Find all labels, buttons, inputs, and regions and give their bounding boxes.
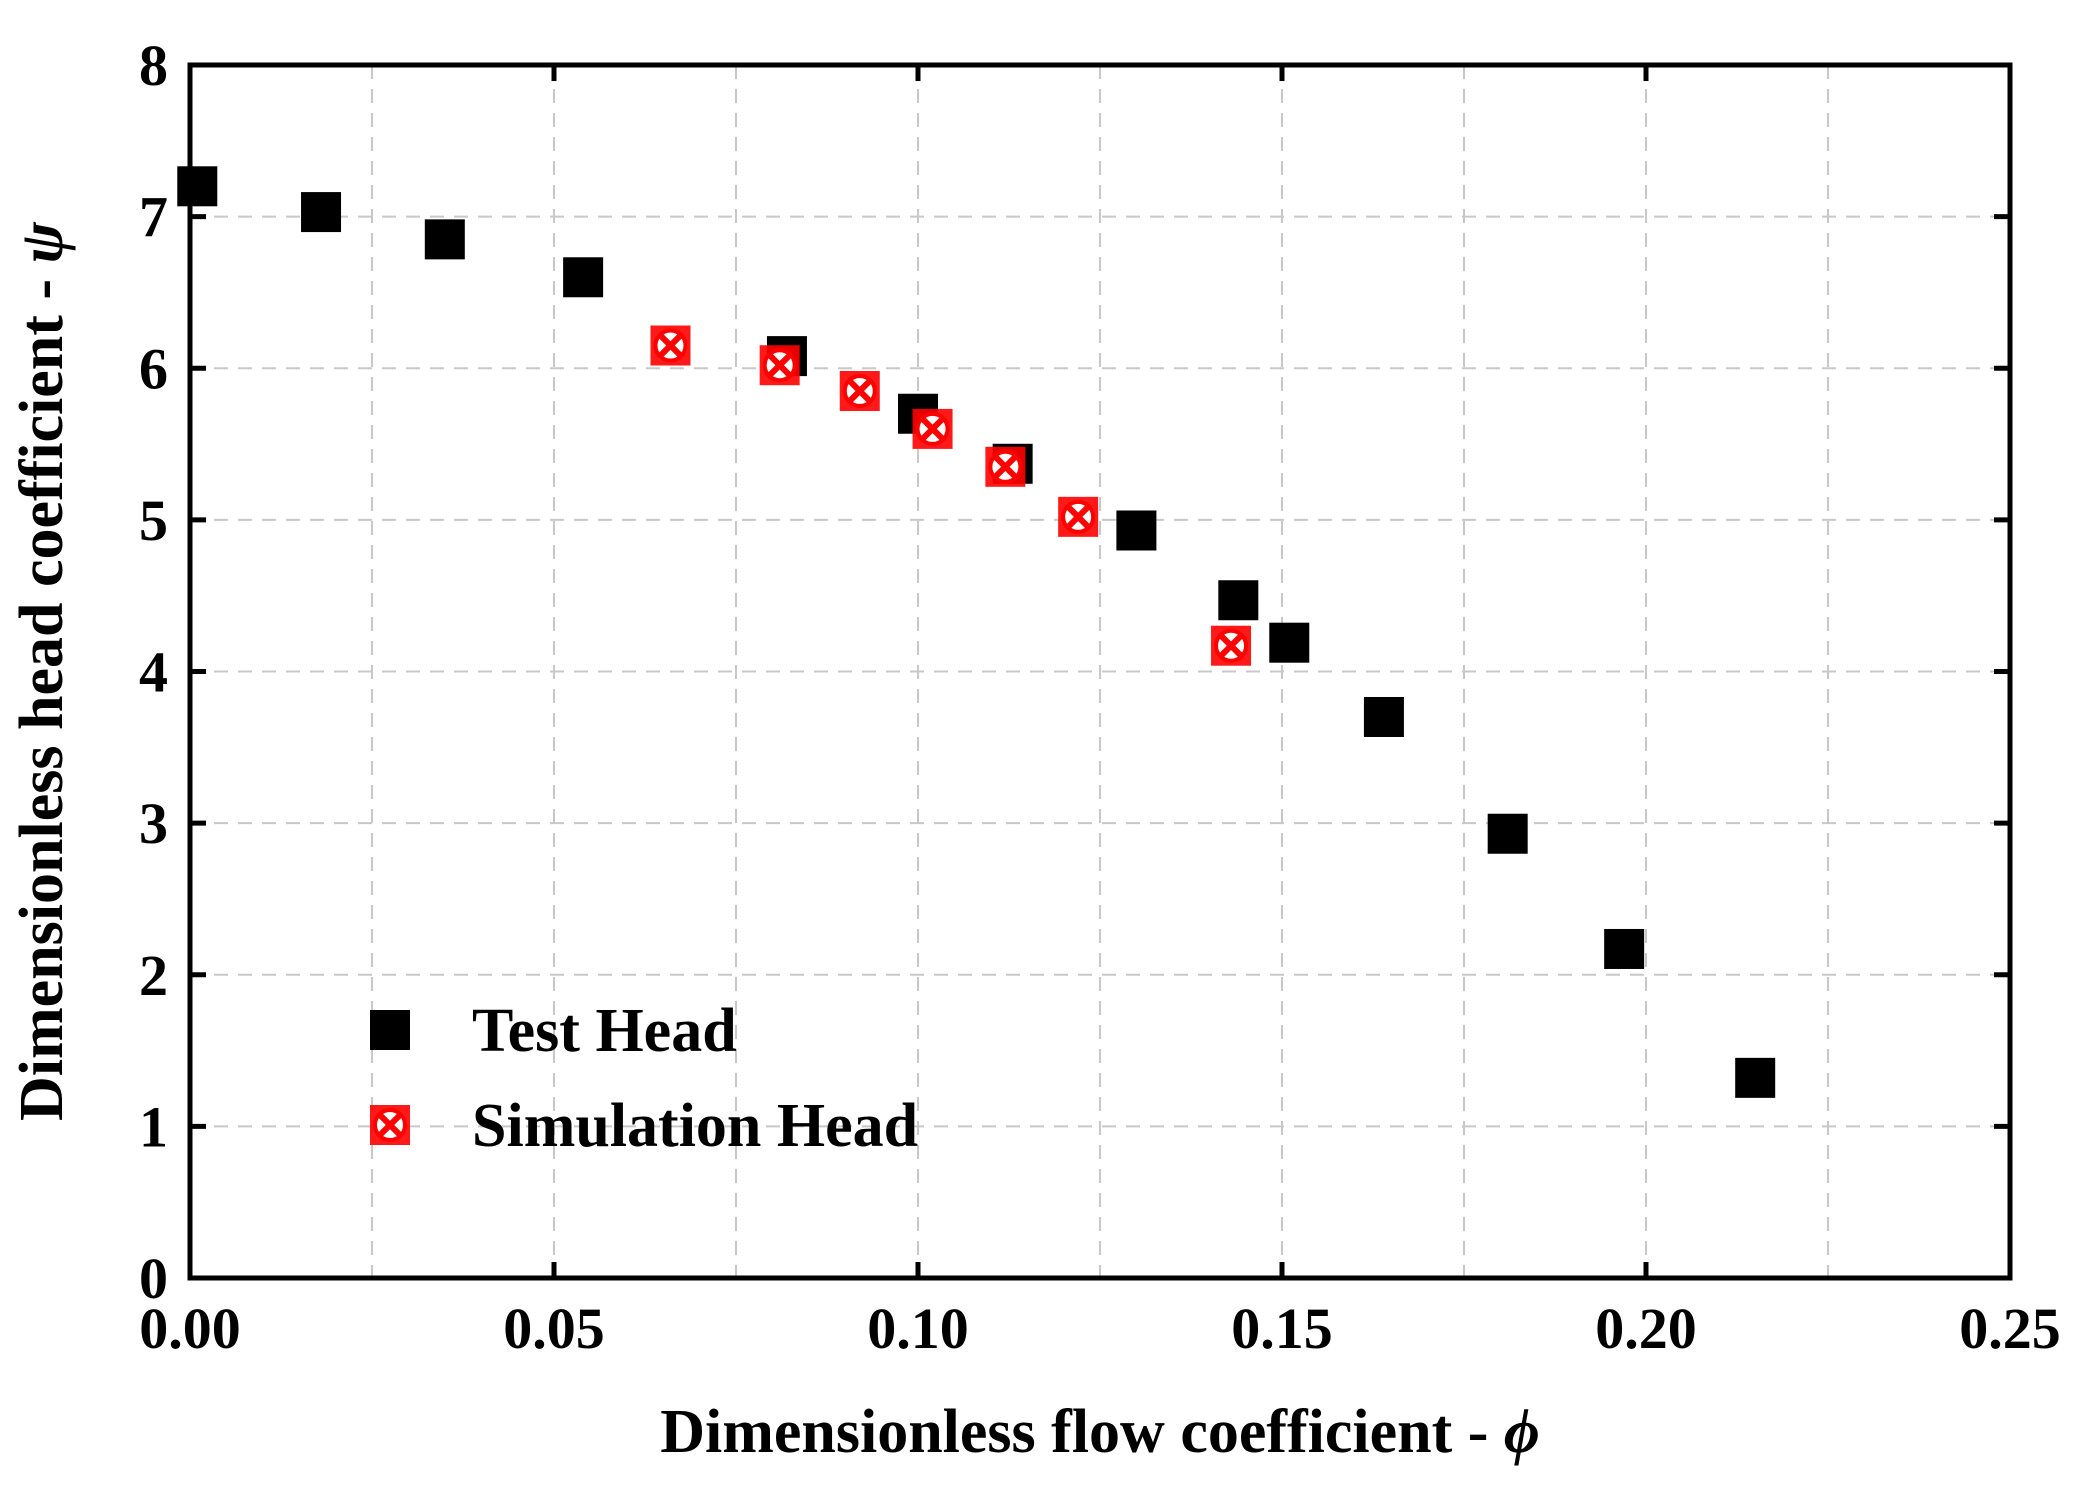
x-tick-label: 0.25: [1959, 1296, 2061, 1361]
legend-marker-test-head: [370, 1010, 410, 1050]
test-head-point: [1218, 580, 1259, 621]
y-tick-label: 2: [139, 943, 168, 1008]
legend-symbol-simulation-head: [370, 1105, 410, 1145]
y-axis-title-symbol: ψ: [8, 221, 76, 263]
x-tick-label: 0.05: [503, 1296, 605, 1361]
test-head-point: [1735, 1057, 1776, 1098]
y-tick-label: 4: [139, 640, 168, 705]
y-tick-label: 7: [139, 185, 168, 250]
x-tick-label: 0.00: [139, 1296, 241, 1361]
y-tick-label: 3: [139, 791, 168, 856]
simulation-head-point: [650, 325, 691, 366]
y-axis-title-text: Dimensionless head coefficient -: [8, 263, 76, 1121]
legend: Test Head Simulation Head: [370, 997, 918, 1160]
x-tick-label: 0.15: [1231, 1296, 1333, 1361]
plot-frame: [187, 62, 2013, 1281]
grid-lines: [190, 65, 2010, 1278]
simulation-head-point: [985, 446, 1026, 487]
test-head-point: [563, 257, 604, 298]
x-axis-title: Dimensionless flow coefficient - ϕ: [660, 1398, 1540, 1466]
x-axis-title-text: Dimensionless flow coefficient -: [660, 1398, 1504, 1466]
simulation-head-point: [759, 345, 800, 386]
tick-labels: 0.00 0.05 0.10 0.15 0.20 0.25 0 1 2 3 4 5 6 7 8: [139, 33, 2061, 1361]
test-head-point: [1363, 696, 1404, 737]
x-axis-title-symbol: ϕ: [1504, 1398, 1540, 1466]
legend-label-test-head: Test Head: [472, 997, 737, 1065]
test-head-point: [1604, 928, 1645, 969]
x-tick-label: 0.10: [867, 1296, 969, 1361]
test-head-point: [1116, 510, 1157, 551]
y-tick-label: 1: [139, 1094, 168, 1159]
simulation-head-point: [1058, 496, 1099, 537]
simulation-head-point: [1211, 625, 1252, 666]
legend-marker-simulation-head: [370, 1105, 410, 1145]
y-tick-label: 5: [139, 488, 168, 553]
x-tick-label: 0.20: [1595, 1296, 1697, 1361]
test-head-point: [1487, 813, 1528, 854]
y-axis-title: Dimensionless head coefficient - ψ: [8, 221, 76, 1121]
y-tick-label: 6: [139, 336, 168, 401]
simulation-head-point: [912, 408, 953, 449]
legend-square-test-head: [370, 1010, 410, 1050]
y-tick-label: 8: [139, 33, 168, 98]
simulation-head-point: [839, 370, 880, 411]
test-head-point: [301, 192, 342, 233]
legend-label-simulation-head: Simulation Head: [472, 1092, 918, 1160]
test-head-point: [1269, 622, 1310, 663]
data-points: [177, 166, 1776, 1098]
y-tick-label: 0: [139, 1246, 168, 1311]
test-head-point: [424, 219, 465, 260]
test-head-point: [177, 166, 218, 207]
